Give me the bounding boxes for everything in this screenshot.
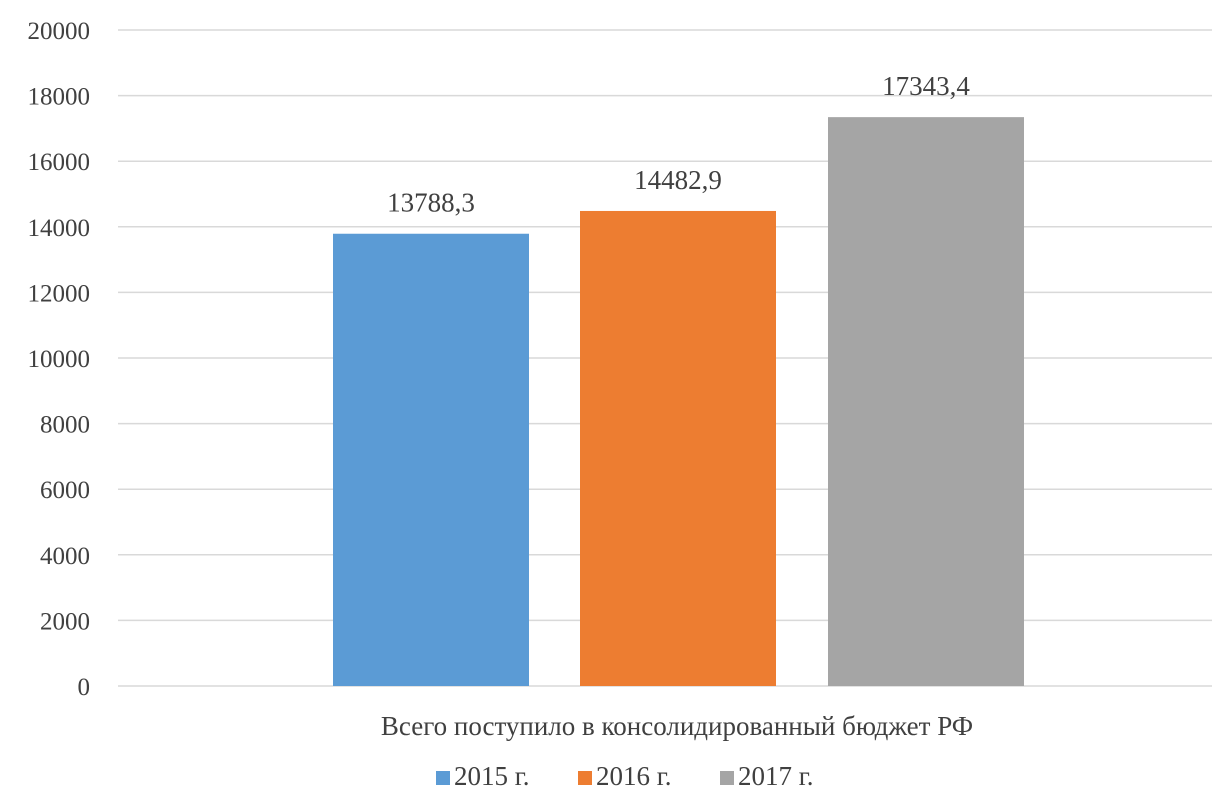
bars — [333, 117, 1024, 687]
y-tick-label: 14000 — [28, 215, 91, 242]
bar-2015 — [333, 233, 529, 686]
data-label: 17343,4 — [882, 71, 970, 101]
legend: 2015 г. 2016 г. 2017 г. — [436, 761, 814, 791]
data-labels: 13788,3 14482,9 17343,4 — [387, 71, 970, 218]
y-tick-label: 8000 — [40, 412, 90, 439]
data-label: 14482,9 — [634, 165, 722, 195]
legend-label: 2016 г. — [596, 761, 672, 791]
legend-swatch — [436, 771, 450, 785]
x-axis-categories: Всего поступило в консолидированный бюдж… — [381, 711, 973, 741]
y-tick-label: 12000 — [28, 280, 91, 307]
data-label: 13788,3 — [387, 188, 475, 218]
legend-swatch — [578, 771, 592, 785]
y-tick-label: 20000 — [28, 18, 91, 45]
y-tick-label: 0 — [78, 674, 91, 701]
legend-label: 2017 г. — [738, 761, 814, 791]
y-tick-label: 2000 — [40, 608, 90, 635]
legend-label: 2015 г. — [454, 761, 530, 791]
x-category-label: Всего поступило в консолидированный бюдж… — [381, 711, 973, 741]
y-tick-label: 4000 — [40, 543, 90, 570]
y-tick-label: 18000 — [28, 84, 91, 111]
y-tick-label: 6000 — [40, 477, 90, 504]
y-tick-label: 10000 — [28, 346, 91, 373]
y-axis-ticks: 0 2000 4000 6000 8000 10000 12000 14000 16000 180… — [28, 18, 91, 701]
bar-2017 — [828, 117, 1024, 687]
y-tick-label: 16000 — [28, 149, 91, 176]
legend-swatch — [720, 771, 734, 785]
bar-2016 — [580, 210, 776, 686]
